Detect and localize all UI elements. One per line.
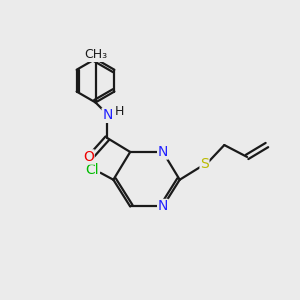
Text: CH₃: CH₃: [84, 48, 107, 62]
Text: Cl: Cl: [86, 163, 99, 177]
Text: O: O: [83, 150, 94, 164]
Text: N: N: [158, 145, 168, 159]
Text: H: H: [115, 105, 124, 118]
Text: N: N: [102, 108, 112, 122]
Text: N: N: [158, 200, 168, 214]
Text: S: S: [200, 157, 209, 171]
